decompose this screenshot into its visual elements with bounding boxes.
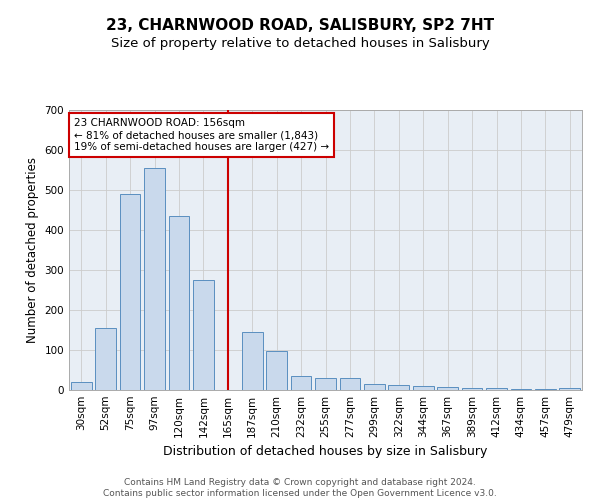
Y-axis label: Number of detached properties: Number of detached properties bbox=[26, 157, 39, 343]
Bar bbox=[144, 168, 165, 390]
Bar bbox=[486, 388, 507, 390]
Bar bbox=[169, 216, 190, 390]
X-axis label: Distribution of detached houses by size in Salisbury: Distribution of detached houses by size … bbox=[163, 446, 488, 458]
Bar bbox=[364, 384, 385, 390]
Bar bbox=[535, 389, 556, 390]
Text: 23 CHARNWOOD ROAD: 156sqm
← 81% of detached houses are smaller (1,843)
19% of se: 23 CHARNWOOD ROAD: 156sqm ← 81% of detac… bbox=[74, 118, 329, 152]
Bar bbox=[290, 376, 311, 390]
Bar bbox=[119, 194, 140, 390]
Bar bbox=[193, 280, 214, 390]
Bar bbox=[511, 389, 532, 390]
Bar bbox=[437, 387, 458, 390]
Bar bbox=[242, 332, 263, 390]
Bar bbox=[388, 385, 409, 390]
Bar bbox=[315, 378, 336, 390]
Bar bbox=[95, 328, 116, 390]
Text: Size of property relative to detached houses in Salisbury: Size of property relative to detached ho… bbox=[110, 38, 490, 51]
Text: Contains HM Land Registry data © Crown copyright and database right 2024.
Contai: Contains HM Land Registry data © Crown c… bbox=[103, 478, 497, 498]
Bar bbox=[461, 388, 482, 390]
Bar bbox=[71, 382, 92, 390]
Text: 23, CHARNWOOD ROAD, SALISBURY, SP2 7HT: 23, CHARNWOOD ROAD, SALISBURY, SP2 7HT bbox=[106, 18, 494, 32]
Bar bbox=[559, 388, 580, 390]
Bar bbox=[413, 386, 434, 390]
Bar bbox=[340, 378, 361, 390]
Bar bbox=[266, 351, 287, 390]
